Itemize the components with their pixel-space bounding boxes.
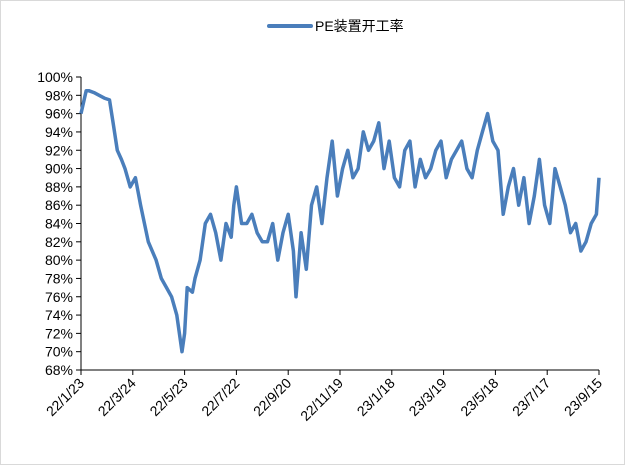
- y-tick-label: 100%: [37, 69, 73, 85]
- y-tick-label: 98%: [45, 87, 73, 103]
- y-tick-label: 78%: [45, 270, 73, 286]
- y-axis: 68% 70% 72% 74% 76% 78% 80% 82% 84% 86% 88% 90% 92% 9…: [37, 69, 81, 378]
- series-group: [79, 88, 601, 354]
- x-axis: 22/1/23 22/3/24 22/5/23 22/7/22 22/9/20 22/11…: [43, 370, 605, 424]
- legend-label: PE装置开工率: [315, 18, 404, 34]
- y-tick-label: 74%: [45, 307, 73, 323]
- legend: PE装置开工率: [267, 18, 404, 34]
- y-tick-label: 92%: [45, 142, 73, 158]
- y-tick-label: 72%: [45, 325, 73, 341]
- y-tick-label: 96%: [45, 106, 73, 122]
- x-tick-label: 22/1/23: [43, 375, 87, 419]
- x-tick-label: 23/7/17: [509, 375, 553, 419]
- series-line: [79, 88, 601, 354]
- x-tick-label: 22/11/19: [297, 375, 346, 424]
- y-tick-label: 80%: [45, 252, 73, 268]
- x-tick-label: 23/5/18: [457, 375, 501, 419]
- x-tick-label: 23/9/15: [561, 375, 605, 419]
- x-tick-label: 23/1/18: [354, 375, 398, 419]
- y-tick-label: 68%: [45, 362, 73, 378]
- y-tick-label: 76%: [45, 289, 73, 305]
- x-tick-label: 23/3/19: [405, 375, 449, 419]
- y-tick-label: 84%: [45, 216, 73, 232]
- y-tick-label: 70%: [45, 344, 73, 360]
- x-tick-label: 22/5/23: [146, 375, 190, 419]
- x-tick-label: 22/9/20: [250, 375, 294, 419]
- y-tick-label: 94%: [45, 124, 73, 140]
- x-tick-label: 22/3/24: [95, 375, 139, 419]
- y-tick-label: 82%: [45, 234, 73, 250]
- x-tick-label: 22/7/22: [198, 375, 242, 419]
- y-tick-label: 86%: [45, 197, 73, 213]
- y-tick-label: 90%: [45, 161, 73, 177]
- y-tick-label: 88%: [45, 179, 73, 195]
